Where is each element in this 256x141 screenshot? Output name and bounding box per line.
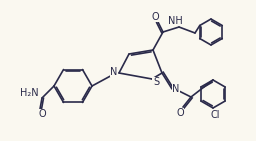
Text: O: O — [176, 108, 184, 118]
Text: H₂N: H₂N — [20, 88, 38, 98]
Text: Cl: Cl — [210, 110, 220, 120]
Text: NH: NH — [168, 16, 182, 26]
Text: O: O — [151, 12, 159, 22]
Text: N: N — [110, 67, 118, 77]
Text: O: O — [38, 109, 46, 119]
Text: N: N — [172, 84, 180, 94]
Text: S: S — [153, 77, 159, 87]
